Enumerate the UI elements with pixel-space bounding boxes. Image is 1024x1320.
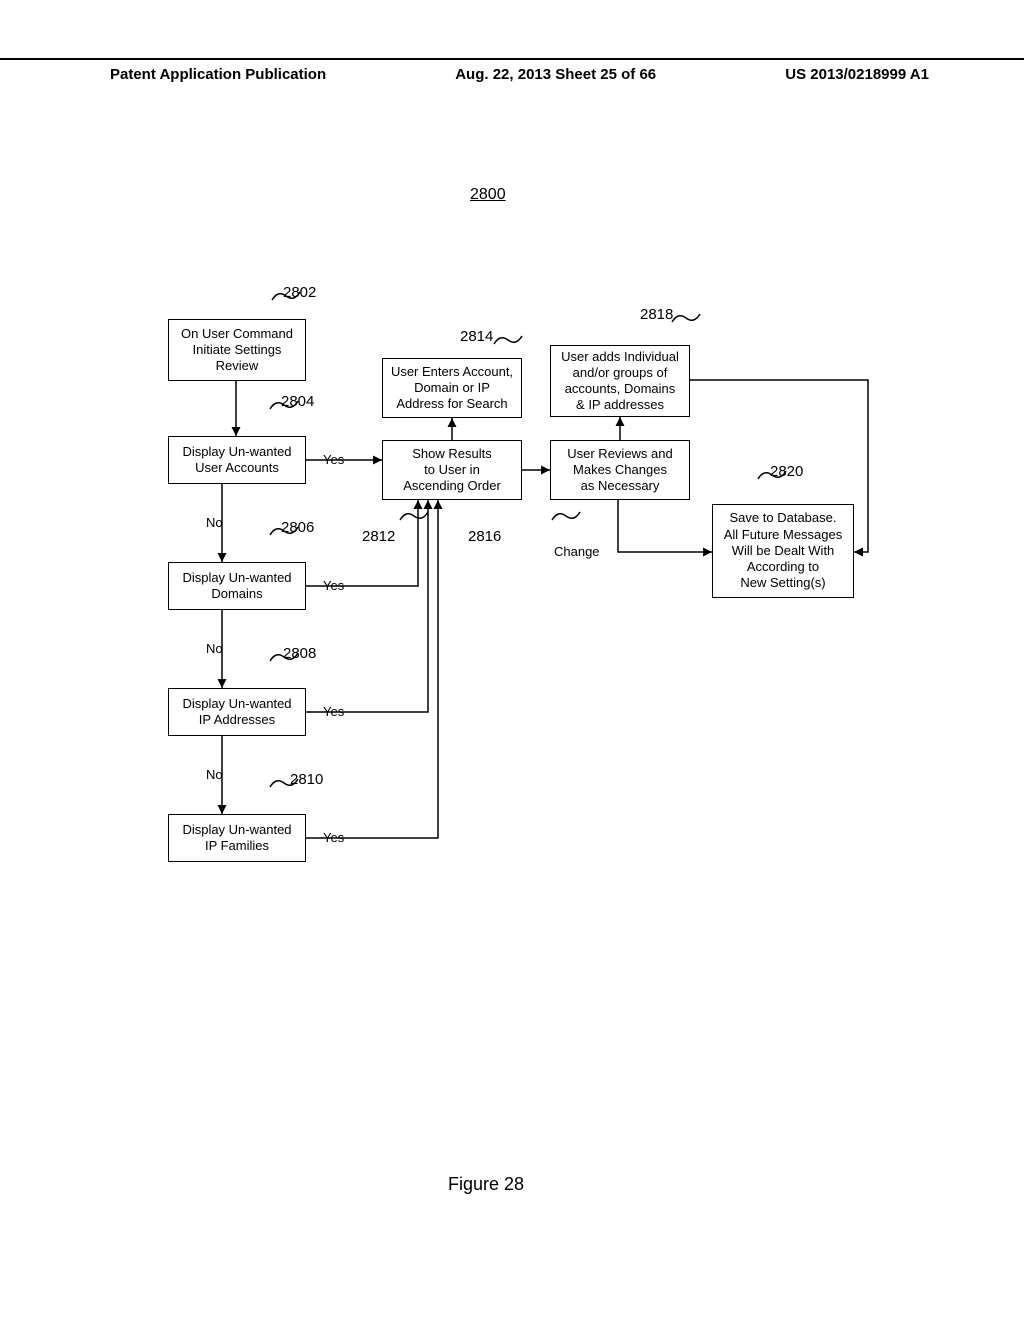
- reference-number: 2806: [281, 519, 314, 536]
- flowchart-node: Display Un-wantedIP Addresses: [168, 688, 306, 736]
- reference-number: 2820: [770, 463, 803, 480]
- edge-label: No: [206, 767, 223, 782]
- reference-number: 2810: [290, 771, 323, 788]
- edge-label: Yes: [323, 704, 344, 719]
- reference-number: 2802: [283, 284, 316, 301]
- flowchart-node: Save to Database.All Future MessagesWill…: [712, 504, 854, 598]
- reference-number: 2816: [468, 528, 501, 545]
- reference-number: 2814: [460, 328, 493, 345]
- reference-number: 2818: [640, 306, 673, 323]
- flowchart-node: Display Un-wantedDomains: [168, 562, 306, 610]
- flowchart-node: User Enters Account,Domain or IPAddress …: [382, 358, 522, 418]
- edge-label: No: [206, 641, 223, 656]
- edge-label: Yes: [323, 452, 344, 467]
- reference-number: 2808: [283, 645, 316, 662]
- edge-label: Change: [554, 544, 600, 559]
- flowchart-node: User adds Individualand/or groups ofacco…: [550, 345, 690, 417]
- flowchart-node: On User CommandInitiate SettingsReview: [168, 319, 306, 381]
- flowchart-edge: [618, 500, 712, 552]
- edge-label: Yes: [323, 830, 344, 845]
- edge-label: Yes: [323, 578, 344, 593]
- reference-number: 2812: [362, 528, 395, 545]
- flowchart-node: Display Un-wantedUser Accounts: [168, 436, 306, 484]
- edges-layer: [0, 0, 1024, 1320]
- reference-number: 2804: [281, 393, 314, 410]
- flowchart-node: Display Un-wantedIP Families: [168, 814, 306, 862]
- flowchart-node: Show Resultsto User inAscending Order: [382, 440, 522, 500]
- edge-label: No: [206, 515, 223, 530]
- flowchart-node: User Reviews andMakes Changesas Necessar…: [550, 440, 690, 500]
- flowchart-diagram: On User CommandInitiate SettingsReview Di…: [0, 0, 1024, 1320]
